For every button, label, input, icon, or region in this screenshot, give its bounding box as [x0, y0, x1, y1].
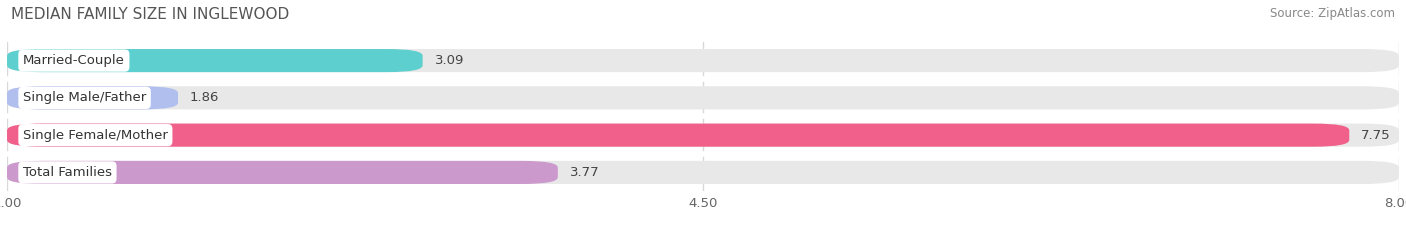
FancyBboxPatch shape — [7, 123, 1350, 147]
Text: 7.75: 7.75 — [1361, 129, 1391, 142]
FancyBboxPatch shape — [7, 86, 179, 110]
Text: 3.77: 3.77 — [569, 166, 599, 179]
FancyBboxPatch shape — [7, 49, 423, 72]
Text: 1.86: 1.86 — [190, 91, 219, 104]
Text: Total Families: Total Families — [22, 166, 112, 179]
Text: Source: ZipAtlas.com: Source: ZipAtlas.com — [1270, 7, 1395, 20]
Text: Single Male/Father: Single Male/Father — [22, 91, 146, 104]
FancyBboxPatch shape — [7, 49, 1399, 72]
FancyBboxPatch shape — [7, 161, 1399, 184]
Text: Married-Couple: Married-Couple — [22, 54, 125, 67]
Text: MEDIAN FAMILY SIZE IN INGLEWOOD: MEDIAN FAMILY SIZE IN INGLEWOOD — [11, 7, 290, 22]
Text: Single Female/Mother: Single Female/Mother — [22, 129, 167, 142]
FancyBboxPatch shape — [7, 86, 1399, 110]
FancyBboxPatch shape — [7, 161, 558, 184]
Text: 3.09: 3.09 — [434, 54, 464, 67]
FancyBboxPatch shape — [7, 123, 1399, 147]
